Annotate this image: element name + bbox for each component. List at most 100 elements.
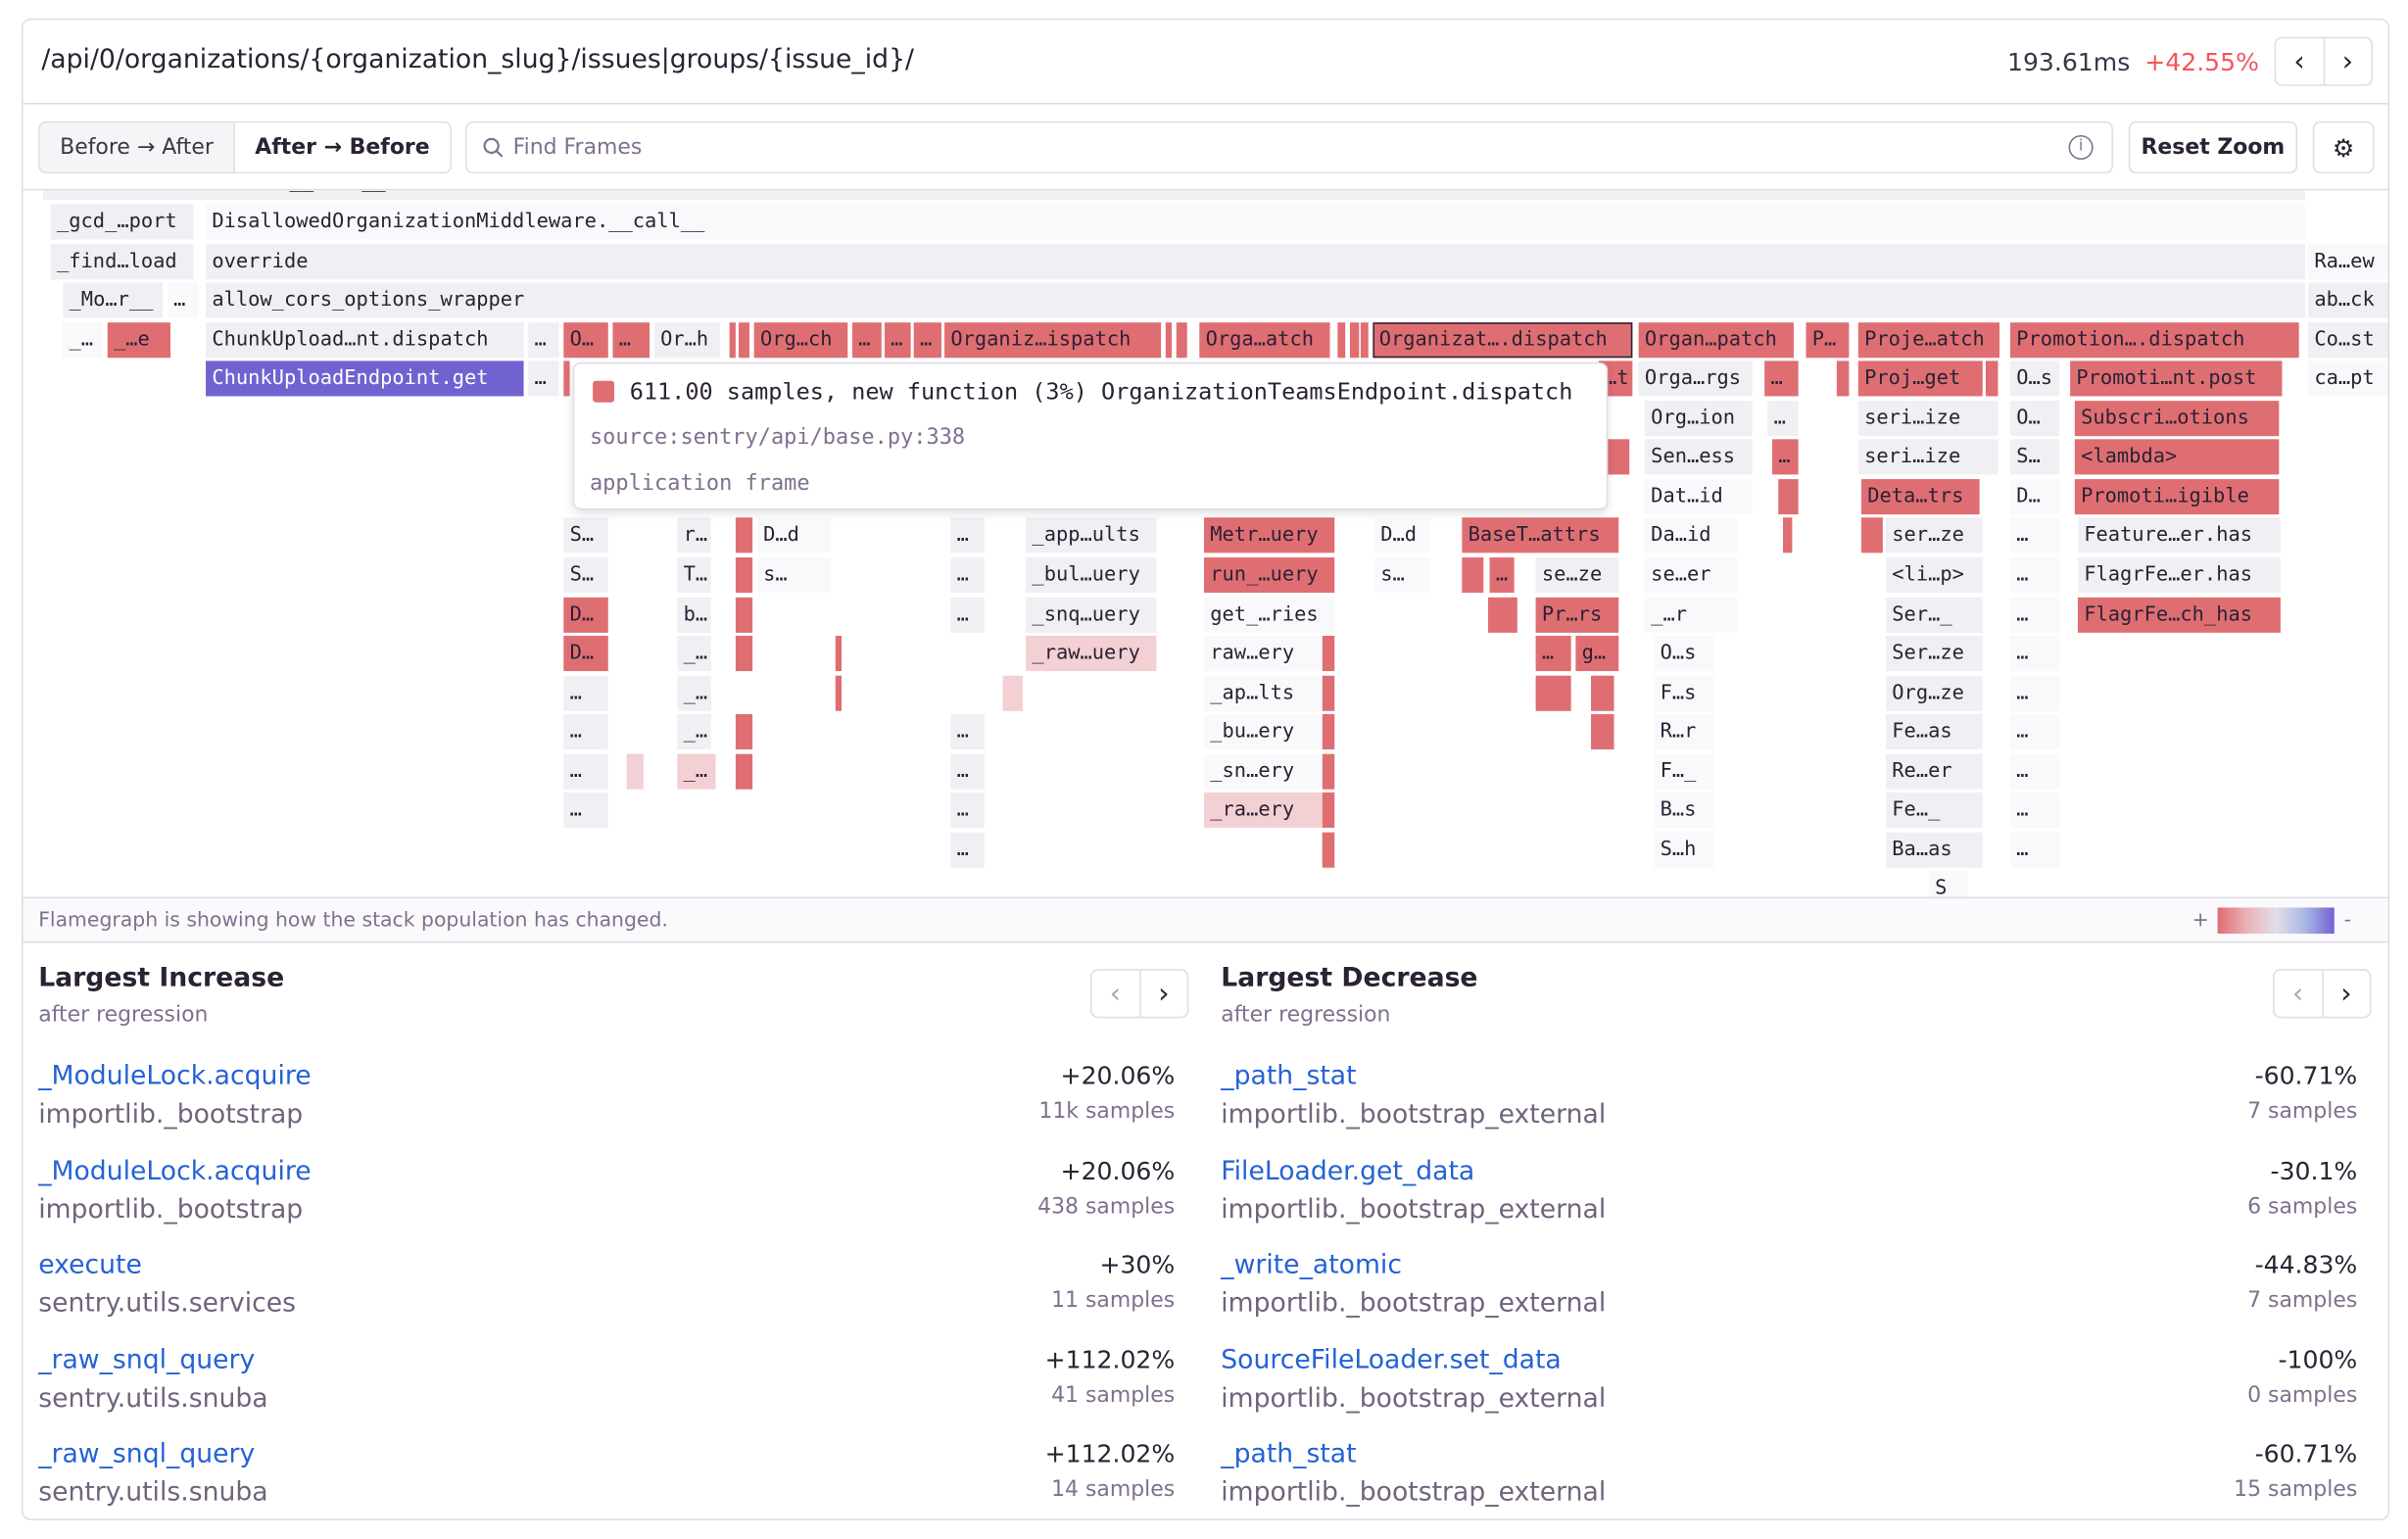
chevron-left-icon[interactable]: ‹: [2293, 45, 2305, 78]
flamegraph-frame[interactable]: Proj…get: [1857, 361, 1983, 397]
flamegraph-frame-sliver[interactable]: [1462, 556, 1484, 593]
flamegraph-frame[interactable]: R…r: [1654, 714, 1714, 750]
function-link[interactable]: execute: [38, 1250, 142, 1281]
flamegraph-frame[interactable]: ca…pt: [2308, 361, 2388, 397]
flamegraph-frame[interactable]: _snq…uery: [1026, 597, 1157, 633]
flamegraph-frame-sliver[interactable]: [1608, 439, 1630, 475]
flamegraph-frame[interactable]: _ap…lts: [1203, 675, 1323, 711]
flamegraph-frame[interactable]: Ra…ew: [2308, 243, 2388, 279]
flamegraph-frame-sliver[interactable]: [1836, 361, 1850, 397]
flamegraph-frame[interactable]: <lambda>: [2074, 439, 2280, 475]
flamegraph-frame-sliver[interactable]: [835, 675, 843, 711]
flamegraph-frame[interactable]: _app…ults: [1026, 517, 1157, 553]
flamegraph-frame[interactable]: _…r: [1644, 597, 1737, 633]
function-link[interactable]: _ModuleLock.acquire: [38, 1155, 312, 1186]
flamegraph-frame-sliver[interactable]: [1176, 321, 1187, 358]
flamegraph-frame[interactable]: Feature…er.has: [2077, 517, 2281, 553]
flamegraph-frame[interactable]: …: [950, 517, 985, 553]
flamegraph-frame[interactable]: …: [950, 714, 985, 750]
flamegraph-frame-sliver[interactable]: [735, 753, 753, 790]
flamegraph-frame[interactable]: _…: [677, 675, 711, 711]
flamegraph-frame[interactable]: Pr…rs: [1535, 597, 1619, 633]
flamegraph-frame[interactable]: …: [563, 793, 608, 829]
flamegraph-frame[interactable]: g…: [1575, 636, 1619, 672]
flamegraph-frame[interactable]: …: [884, 321, 911, 358]
flamegraph-frame-sliver[interactable]: [739, 321, 749, 358]
flamegraph-frame[interactable]: ser…ze: [1886, 517, 1983, 553]
flamegraph-frame[interactable]: F…_: [1654, 753, 1714, 790]
flamegraph-frame-sliver[interactable]: [835, 636, 843, 672]
flamegraph-frame[interactable]: Or…h: [653, 321, 721, 358]
flamegraph-frame-sliver[interactable]: [1322, 832, 1335, 868]
flamegraph-frame[interactable]: FlagrFe…er.has: [2077, 556, 2281, 593]
flamegraph-frame[interactable]: _…e: [107, 321, 171, 358]
flamegraph-frame-sliver[interactable]: [1860, 517, 1883, 553]
flamegraph-frame[interactable]: _raw…uery: [1026, 636, 1157, 672]
flamegraph-frame[interactable]: Da…id: [1644, 517, 1737, 553]
chevron-right-icon[interactable]: ›: [2321, 970, 2369, 1017]
flamegraph-frame[interactable]: …: [2009, 597, 2060, 633]
flamegraph-frame[interactable]: ChunkUpload…nt.dispatch: [206, 321, 524, 358]
function-link[interactable]: _raw_snql_query: [38, 1438, 256, 1470]
flamegraph-frame[interactable]: S…h: [1654, 832, 1714, 868]
flamegraph-frame-sliver[interactable]: [1535, 675, 1571, 711]
function-link[interactable]: _write_atomic: [1221, 1250, 1402, 1281]
flamegraph-frame[interactable]: _…: [677, 753, 716, 790]
function-link[interactable]: _path_stat: [1221, 1438, 1357, 1470]
flamegraph-frame[interactable]: Promoti…igible: [2074, 478, 2280, 514]
flamegraph-frame[interactable]: Ser…ze: [1886, 636, 1983, 672]
function-link[interactable]: FileLoader.get_data: [1221, 1155, 1475, 1186]
flamegraph-frame[interactable]: BaseT…attrs: [1462, 517, 1619, 553]
flamegraph-frame[interactable]: Promoti…nt.post: [2070, 361, 2283, 397]
flamegraph-frame[interactable]: …: [1535, 636, 1571, 672]
function-link[interactable]: _ModuleLock.acquire: [38, 1061, 312, 1092]
chevron-right-icon[interactable]: ›: [2322, 38, 2371, 85]
flamegraph-frame[interactable]: O…s: [1654, 636, 1714, 672]
chevron-right-icon[interactable]: ›: [1138, 970, 1186, 1017]
flamegraph-frame-sliver[interactable]: [1337, 321, 1346, 358]
flamegraph-frame-sliver[interactable]: [1349, 321, 1360, 358]
flamegraph-frame[interactable]: Org…ch: [753, 321, 848, 358]
flamegraph-frame[interactable]: …: [950, 597, 985, 633]
flamegraph-frame[interactable]: DisallowedOrganizationMiddleware.__call_…: [206, 204, 2305, 240]
flamegraph-frame[interactable]: _ra…ery: [1203, 793, 1323, 829]
flamegraph-frame-sliver[interactable]: [1985, 361, 1999, 397]
flamegraph-frame[interactable]: Metr…uery: [1203, 517, 1335, 553]
flamegraph-frame[interactable]: _…: [677, 714, 711, 750]
flamegraph-frame[interactable]: s…: [1374, 556, 1430, 593]
flamegraph-frame[interactable]: S…: [2009, 439, 2060, 475]
flamegraph-frame[interactable]: T…: [677, 556, 711, 593]
flamegraph-frame[interactable]: …: [950, 753, 985, 790]
function-link[interactable]: SourceFileLoader.set_data: [1221, 1344, 1562, 1375]
flamegraph-frame[interactable]: Organizat….dispatch: [1373, 321, 1633, 358]
flamegraph-frame[interactable]: ab…ck: [2308, 282, 2388, 318]
flamegraph-frame[interactable]: _…: [677, 636, 711, 672]
flamegraph-frame-sliver[interactable]: [1591, 714, 1614, 750]
flamegraph-frame[interactable]: _sn…ery: [1203, 753, 1323, 790]
flamegraph-frame-sliver[interactable]: [1591, 675, 1614, 711]
flamegraph-frame[interactable]: Subscri…otions: [2074, 400, 2280, 436]
flamegraph-frame[interactable]: Organ…patch: [1638, 321, 1794, 358]
flamegraph-frame-sliver[interactable]: [1360, 321, 1369, 358]
flamegraph-frame[interactable]: …: [2009, 556, 2060, 593]
flamegraph-frame[interactable]: <li…p>: [1886, 556, 1983, 593]
flamegraph-frame[interactable]: D…d: [756, 517, 832, 553]
flamegraph-frame[interactable]: …: [2009, 714, 2060, 750]
flamegraph-frame[interactable]: …: [852, 321, 882, 358]
flamegraph-frame[interactable]: S…: [563, 556, 608, 593]
gear-icon[interactable]: ⚙: [2312, 120, 2375, 174]
flamegraph-frame[interactable]: b…: [677, 597, 711, 633]
flamegraph-frame[interactable]: …: [2009, 832, 2060, 868]
flamegraph-frame-sliver[interactable]: [1322, 753, 1335, 790]
flamegraph-frame[interactable]: Fe…as: [1886, 714, 1983, 750]
flamegraph-frame[interactable]: Fe…_: [1886, 793, 1983, 829]
flamegraph-frame[interactable]: F…s: [1654, 675, 1714, 711]
flamegraph-frame[interactable]: _Mo…r__: [63, 282, 164, 318]
flamegraph-frame[interactable]: allow_cors_options_wrapper: [206, 282, 2305, 318]
chevron-left-icon[interactable]: ‹: [1109, 977, 1122, 1010]
flamegraph-frame[interactable]: …: [1767, 400, 1799, 436]
flamegraph-frame-sliver[interactable]: [1322, 675, 1335, 711]
flamegraph-frame[interactable]: …: [563, 675, 608, 711]
flamegraph-frame-sliver[interactable]: [1778, 478, 1799, 514]
flamegraph-frame[interactable]: seri…ize: [1857, 400, 1999, 436]
